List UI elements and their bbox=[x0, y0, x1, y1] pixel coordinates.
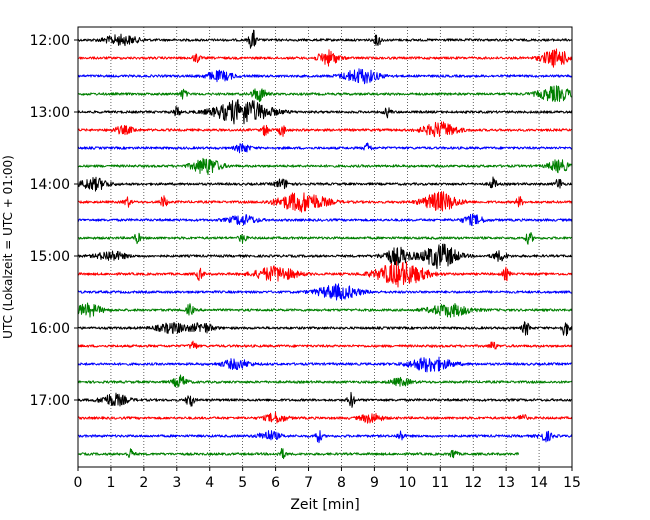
trace-1230 bbox=[77, 68, 573, 85]
x-tick-label: 0 bbox=[74, 475, 83, 491]
trace-1300 bbox=[77, 99, 573, 125]
trace-1630 bbox=[77, 356, 573, 373]
x-tick-label: 11 bbox=[431, 475, 449, 491]
y-tick-label: 17:00 bbox=[30, 393, 70, 409]
trace-1500 bbox=[77, 243, 573, 270]
trace-1545 bbox=[77, 302, 573, 318]
trace-1415 bbox=[77, 191, 573, 213]
grid-lines bbox=[110, 27, 540, 467]
y-tick-label: 16:00 bbox=[30, 321, 70, 337]
y-tick-label: 15:00 bbox=[30, 249, 70, 265]
x-tick-label: 10 bbox=[398, 475, 416, 491]
trace-1400 bbox=[77, 176, 573, 192]
x-axis-label: Zeit [min] bbox=[290, 497, 359, 513]
y-axis-label: UTC (Lokalzeit = UTC + 01:00) bbox=[1, 155, 15, 339]
x-tick-label: 3 bbox=[172, 475, 181, 491]
trace-1600 bbox=[77, 321, 573, 337]
trace-1715 bbox=[77, 411, 573, 424]
x-tick-label: 9 bbox=[370, 475, 379, 491]
y-axis-ticks: 12:00 13:00 14:00 15:00 16:00 17:00 bbox=[30, 33, 78, 409]
x-tick-label: 13 bbox=[497, 475, 515, 491]
trace-1345 bbox=[77, 157, 573, 176]
x-tick-label: 12 bbox=[464, 475, 482, 491]
trace-1515 bbox=[77, 261, 573, 288]
y-tick-label: 14:00 bbox=[30, 177, 70, 193]
trace-1245 bbox=[77, 85, 573, 103]
x-tick-label: 8 bbox=[337, 475, 346, 491]
trace-1200 bbox=[77, 29, 573, 49]
trace-1700 bbox=[77, 391, 573, 408]
x-tick-label: 4 bbox=[205, 475, 214, 491]
trace-1445 bbox=[77, 232, 573, 245]
trace-1645 bbox=[77, 374, 573, 388]
trace-1430 bbox=[77, 213, 573, 227]
trace-layer bbox=[77, 29, 573, 460]
x-tick-label: 6 bbox=[271, 475, 280, 491]
trace-1745 bbox=[77, 448, 520, 460]
x-tick-label: 7 bbox=[304, 475, 313, 491]
trace-1530 bbox=[77, 283, 573, 301]
x-tick-label: 1 bbox=[106, 475, 115, 491]
plot-frame bbox=[77, 26, 573, 468]
trace-1730 bbox=[77, 430, 573, 444]
x-tick-label: 5 bbox=[238, 475, 247, 491]
trace-1615 bbox=[77, 340, 573, 350]
trace-1315 bbox=[77, 121, 573, 138]
y-tick-label: 12:00 bbox=[30, 33, 70, 49]
x-tick-label: 15 bbox=[563, 475, 581, 491]
trace-1215 bbox=[77, 48, 573, 68]
trace-1330 bbox=[77, 142, 573, 154]
x-tick-label: 14 bbox=[530, 475, 548, 491]
x-tick-label: 2 bbox=[139, 475, 148, 491]
x-axis-ticks: 0 1 2 3 4 5 6 7 8 9 10 11 12 13 14 15 bbox=[74, 467, 581, 491]
y-tick-label: 13:00 bbox=[30, 105, 70, 121]
